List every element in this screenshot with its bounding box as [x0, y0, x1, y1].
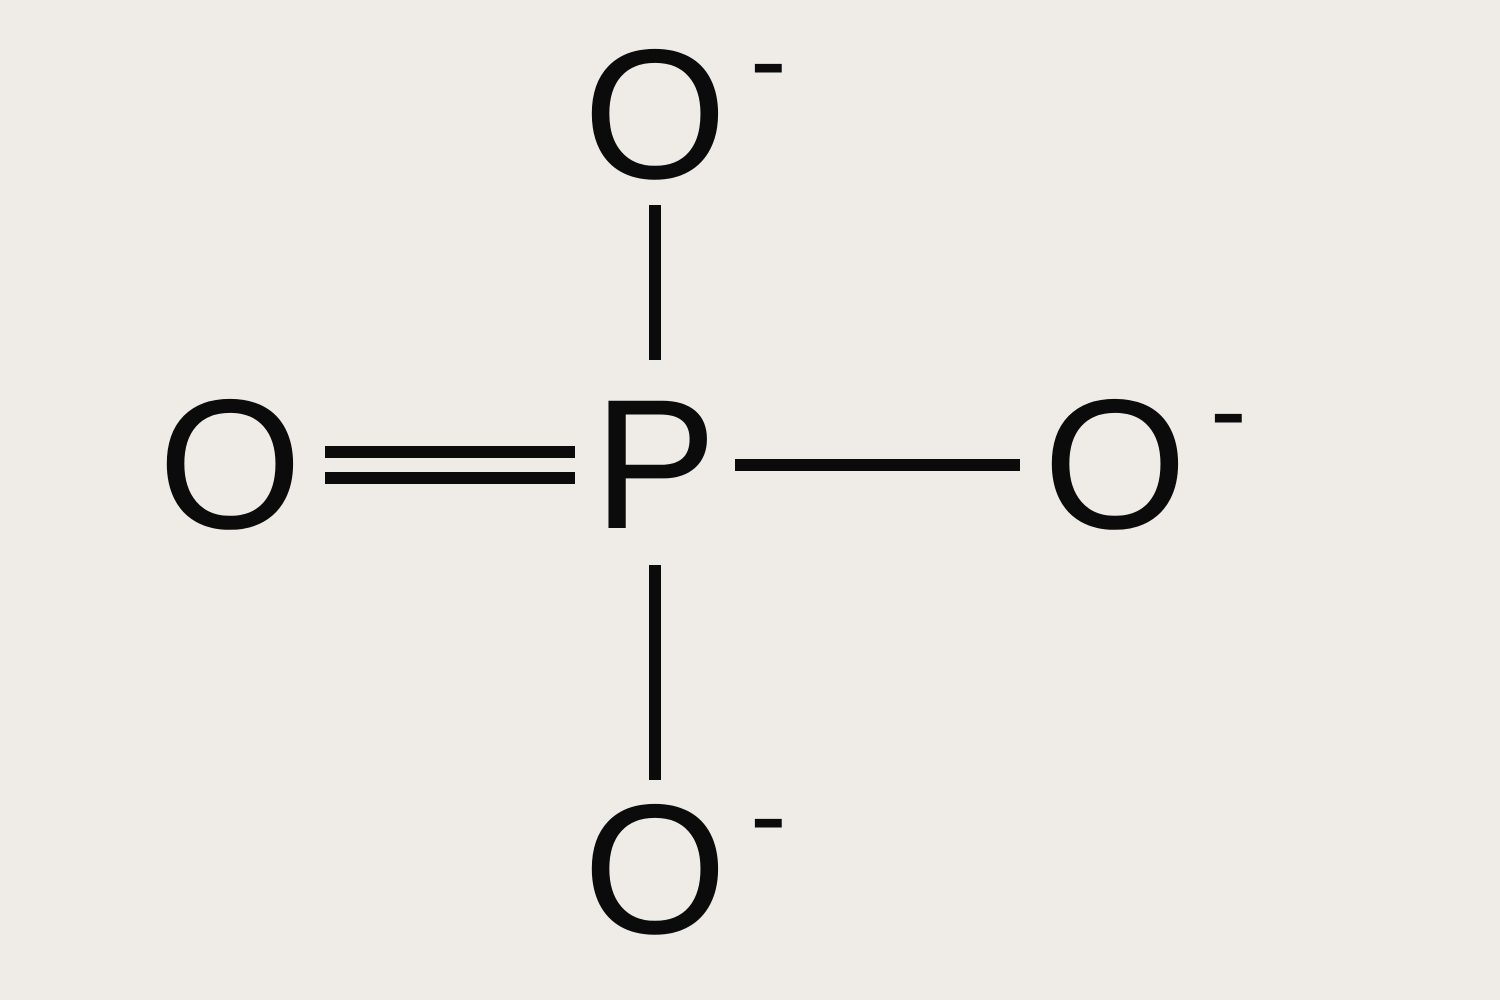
atom-center: P	[593, 362, 716, 568]
atom-center-label: P	[593, 362, 716, 568]
atom-left: O	[158, 362, 302, 568]
atom-bottom-charge: -	[750, 754, 787, 877]
chemical-structure-diagram: PO-O-OO-	[0, 0, 1500, 1000]
atom-bottom-label: O	[583, 767, 727, 973]
atom-right-label: O	[1043, 362, 1187, 568]
atom-top-label: O	[583, 12, 727, 218]
atom-top-charge: -	[750, 0, 787, 122]
atom-left-label: O	[158, 362, 302, 568]
atom-right-charge: -	[1210, 349, 1247, 472]
